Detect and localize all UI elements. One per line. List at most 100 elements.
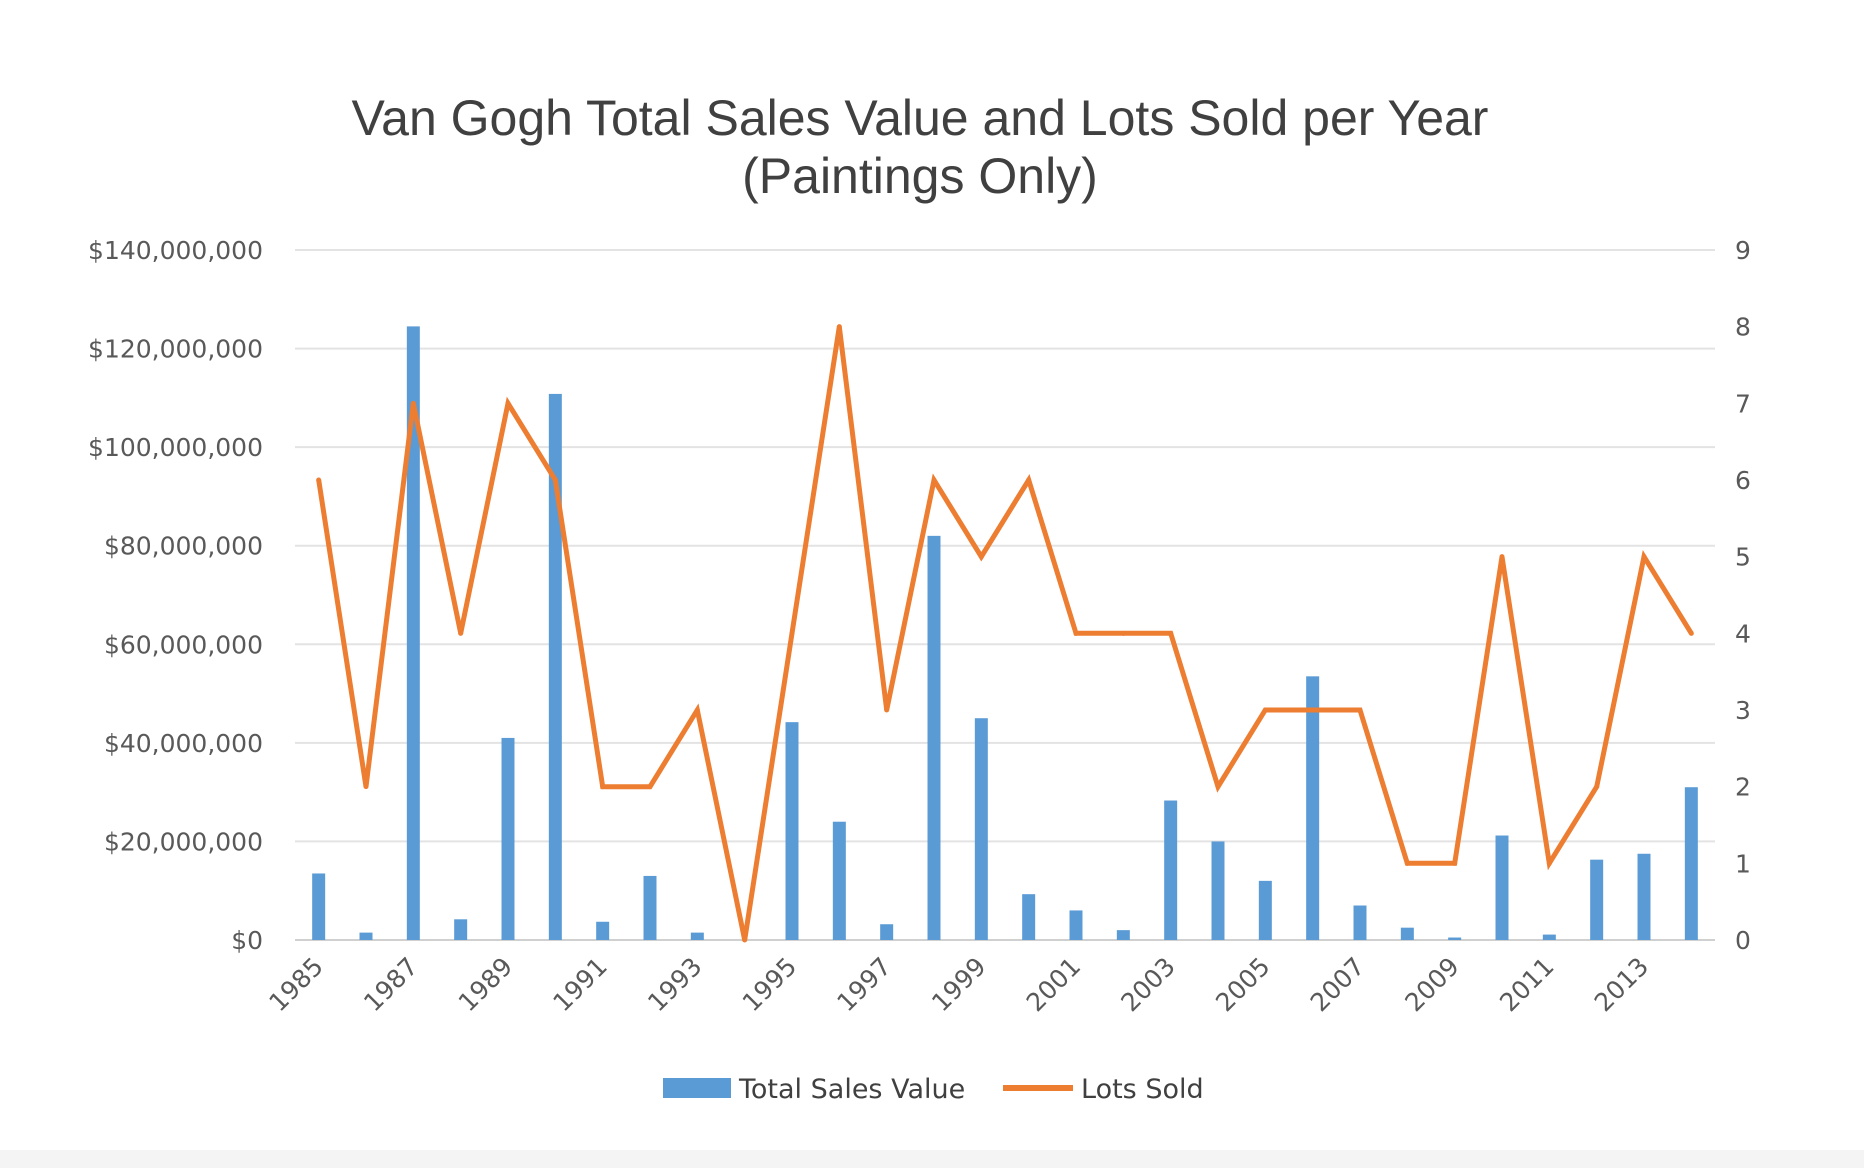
chart-subtitle: (Paintings Only) <box>742 148 1098 204</box>
x-axis: 1985 1987 1989 1991 1993 1995 1997 1999 2001 2003… <box>263 952 1654 1017</box>
right-tick-label: 0 <box>1735 926 1751 955</box>
bar-total-sales-value <box>312 873 326 940</box>
x-tick-label: 2003 <box>1115 952 1180 1017</box>
point-lots-sold <box>458 630 464 636</box>
left-tick-label: $80,000,000 <box>104 532 263 561</box>
point-lots-sold <box>1215 784 1221 790</box>
bar-total-sales-value <box>880 924 894 940</box>
bar-total-sales-value <box>643 875 657 940</box>
legend-label-lots-sold: Lots Sold <box>1081 1074 1204 1105</box>
point-lots-sold <box>836 324 842 330</box>
right-axis: 0 1 2 3 4 5 6 7 8 9 <box>1735 236 1751 955</box>
x-tick-label: 1989 <box>453 952 518 1017</box>
bar-total-sales-value <box>1164 800 1178 940</box>
x-tick-label: 1997 <box>831 952 896 1017</box>
x-tick-label: 2007 <box>1305 952 1370 1017</box>
bar-total-sales-value <box>454 919 468 940</box>
x-tick-label: 1993 <box>642 952 707 1017</box>
point-lots-sold <box>1641 554 1647 560</box>
x-tick-label: 2009 <box>1399 952 1464 1017</box>
bar-total-sales-value <box>832 821 846 940</box>
point-lots-sold <box>1688 630 1694 636</box>
point-lots-sold <box>1168 630 1174 636</box>
point-lots-sold <box>1499 554 1505 560</box>
line-lots-sold <box>316 326 1694 941</box>
x-tick-label: 1987 <box>358 952 423 1017</box>
bar-total-sales-value <box>1495 835 1509 940</box>
bar-total-sales-value <box>548 393 562 940</box>
point-lots-sold <box>552 477 558 483</box>
bar-total-sales-value <box>1022 894 1036 940</box>
point-lots-sold <box>694 707 700 713</box>
bar-total-sales-value <box>1353 905 1367 940</box>
x-tick-label: 1985 <box>263 952 328 1017</box>
bar-total-sales-value <box>501 737 515 940</box>
left-tick-label: $120,000,000 <box>88 335 263 364</box>
right-tick-label: 4 <box>1735 619 1751 648</box>
bar-total-sales-value <box>1684 787 1698 940</box>
point-lots-sold <box>1546 860 1552 866</box>
point-lots-sold <box>316 477 322 483</box>
left-tick-label: $140,000,000 <box>88 236 263 265</box>
bar-total-sales-value <box>1400 927 1414 940</box>
x-tick-label: 1999 <box>926 952 991 1017</box>
x-tick-label: 1991 <box>547 952 612 1017</box>
point-lots-sold <box>884 707 890 713</box>
point-lots-sold <box>1120 630 1126 636</box>
left-tick-label: $0 <box>231 926 263 955</box>
right-tick-label: 8 <box>1735 313 1751 342</box>
point-lots-sold <box>1310 707 1316 713</box>
point-lots-sold <box>931 477 937 483</box>
left-tick-label: $40,000,000 <box>104 729 263 758</box>
point-lots-sold <box>789 630 795 636</box>
bar-total-sales-value <box>1637 853 1651 940</box>
gridlines <box>295 249 1715 941</box>
bar-total-sales-value <box>1590 859 1604 940</box>
point-lots-sold <box>1073 630 1079 636</box>
bar-total-sales-value <box>927 535 941 940</box>
bar-total-sales-value <box>974 718 988 940</box>
point-lots-sold <box>410 400 416 406</box>
left-tick-label: $100,000,000 <box>88 433 263 462</box>
bar-total-sales-value <box>1116 930 1130 940</box>
right-tick-label: 1 <box>1735 849 1751 878</box>
chart-title: Van Gogh Total Sales Value and Lots Sold… <box>352 90 1489 146</box>
bar-total-sales-value <box>785 722 799 940</box>
point-lots-sold <box>978 554 984 560</box>
bar-total-sales-value <box>1069 910 1083 940</box>
point-lots-sold <box>1594 784 1600 790</box>
point-lots-sold <box>1262 707 1268 713</box>
legend: Total Sales Value Lots Sold <box>663 1074 1204 1105</box>
point-lots-sold <box>505 400 511 406</box>
right-tick-label: 6 <box>1735 466 1751 495</box>
right-tick-label: 5 <box>1735 543 1751 572</box>
point-lots-sold <box>742 937 748 943</box>
bar-series <box>312 326 1698 941</box>
right-tick-label: 9 <box>1735 236 1751 265</box>
right-tick-label: 3 <box>1735 696 1751 725</box>
left-tick-label: $20,000,000 <box>104 827 263 856</box>
x-tick-label: 2013 <box>1589 952 1654 1017</box>
bar-total-sales-value <box>1306 676 1320 940</box>
bar-total-sales-value <box>690 932 704 940</box>
x-tick-label: 2005 <box>1210 952 1275 1017</box>
right-tick-label: 7 <box>1735 389 1751 418</box>
bar-total-sales-value <box>1211 841 1225 940</box>
legend-swatch-total-sales-value <box>663 1078 731 1098</box>
point-lots-sold <box>600 784 606 790</box>
legend-label-total-sales-value: Total Sales Value <box>738 1074 965 1105</box>
line-series <box>316 324 1694 943</box>
x-tick-label: 2011 <box>1494 952 1559 1017</box>
right-tick-label: 2 <box>1735 773 1751 802</box>
left-tick-label: $60,000,000 <box>104 630 263 659</box>
bar-total-sales-value <box>359 932 373 940</box>
point-lots-sold <box>1452 860 1458 866</box>
point-lots-sold <box>647 784 653 790</box>
bar-total-sales-value <box>406 326 420 941</box>
point-lots-sold <box>1404 860 1410 866</box>
x-tick-label: 1995 <box>737 952 802 1017</box>
point-lots-sold <box>363 784 369 790</box>
bar-total-sales-value <box>1448 937 1462 940</box>
